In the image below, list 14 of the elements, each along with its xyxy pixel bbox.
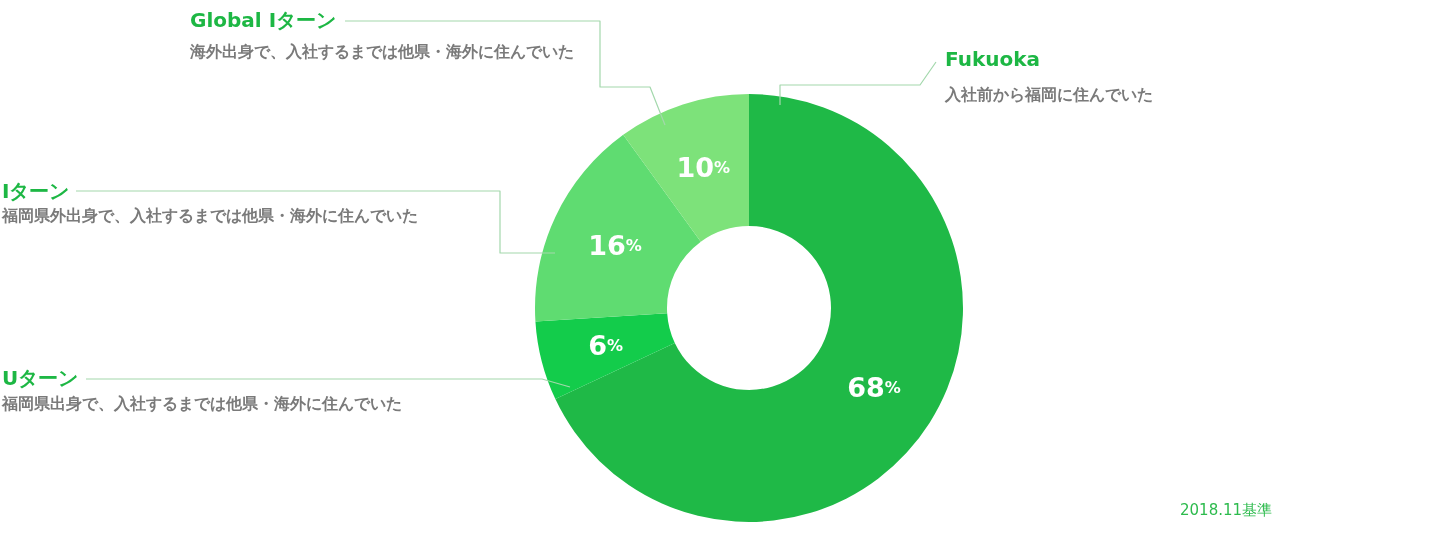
donut-slice — [535, 313, 675, 400]
slice-label: Fukuoka — [945, 46, 1040, 72]
data-label: 6% — [588, 329, 624, 361]
text: 入社前から福岡に住んでいた — [945, 85, 1153, 104]
text: 福岡県外出身で、入社するまでは他県・海外に住んでいた — [2, 206, 418, 225]
data-label: 10% — [676, 151, 731, 183]
data-label: 16% — [588, 229, 642, 261]
data-label: 68% — [847, 371, 901, 403]
slice-label: Iターン — [2, 178, 70, 204]
text: 福岡県出身で、入社するまでは他県・海外に住んでいた — [2, 394, 402, 413]
text: 2018.11基準 — [1180, 500, 1273, 520]
text: 海外出身で、入社するまでは他県・海外に住んでいた — [190, 42, 574, 61]
slice-label: Global Iターン — [190, 7, 337, 33]
slice-label: Uターン — [2, 365, 79, 391]
